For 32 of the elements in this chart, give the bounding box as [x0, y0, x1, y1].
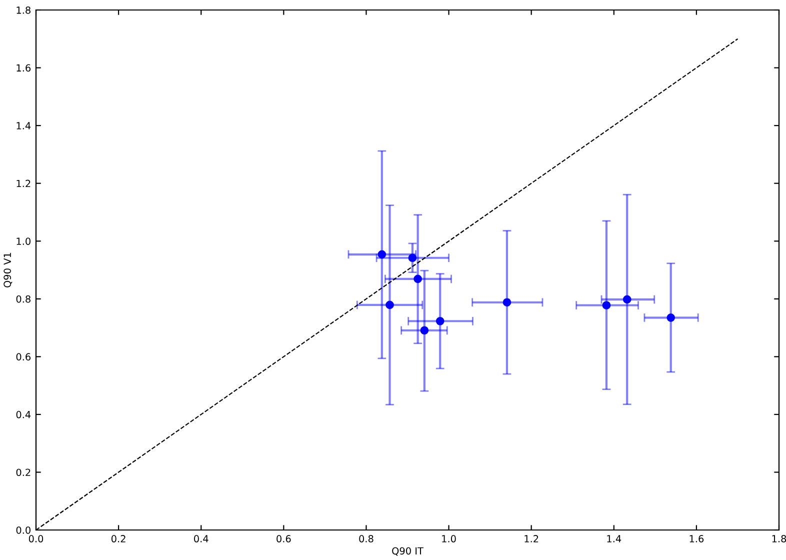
y-tick-label: 1.0	[16, 238, 30, 245]
x-tick-label: 1.4	[607, 535, 622, 542]
y-axis-title: Q90 V1	[4, 252, 12, 288]
x-tick-label: 0.2	[111, 535, 126, 542]
point	[622, 295, 632, 304]
y-tick-label: 0.0	[16, 526, 30, 534]
y-tick-label: 0.2	[16, 468, 30, 476]
point	[420, 326, 429, 335]
point	[408, 254, 417, 262]
y-tick-label: 0.8	[16, 295, 30, 303]
x-tick-label: 1.6	[690, 535, 704, 542]
x-tick-label: 0.4	[194, 535, 208, 542]
point	[378, 250, 386, 259]
point	[414, 274, 422, 284]
x-tick-label: 1.0	[442, 535, 456, 542]
x-axis-title: Q90 IT	[392, 547, 424, 556]
x-tick-label: 1.2	[524, 535, 538, 542]
point	[386, 300, 394, 310]
point	[602, 301, 611, 310]
y-tick-label: 0.4	[16, 410, 31, 418]
y-tick-label: 0.6	[16, 353, 31, 360]
x-tick-label: 0.0	[28, 535, 44, 542]
x-tick-label: 0.6	[276, 535, 291, 542]
point	[502, 298, 512, 307]
point	[436, 316, 444, 326]
x-tick-label: 1.8	[772, 535, 786, 542]
y-tick-label: 1.4	[16, 122, 31, 130]
y-tick-label: 1.6	[16, 64, 31, 72]
x-tick-label: 0.8	[359, 535, 374, 542]
y-tick-label: 1.8	[16, 6, 30, 14]
point	[666, 314, 676, 322]
y-tick-label: 1.2	[16, 180, 30, 188]
